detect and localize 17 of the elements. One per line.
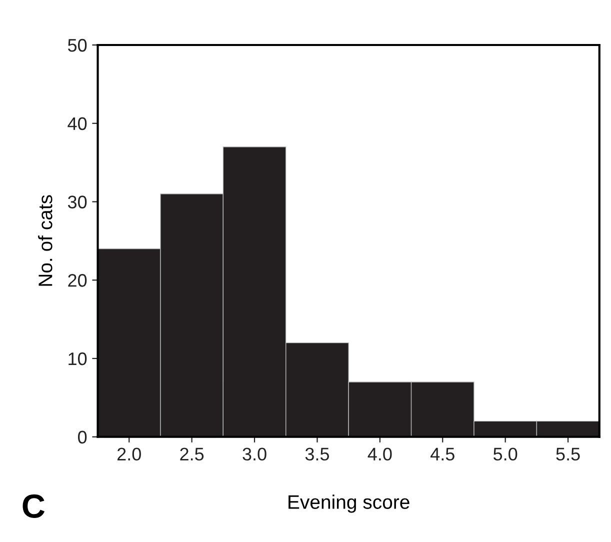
x-tick-label: 3.5: [305, 448, 330, 461]
y-axis-title: No. of cats: [38, 195, 52, 286]
x-tick-label: 5.5: [556, 448, 580, 461]
y-tick-label: 40: [68, 117, 87, 130]
y-tick-label: 30: [68, 196, 87, 208]
x-tick-label: 3.0: [242, 448, 266, 461]
y-tick-label: 10: [68, 352, 87, 366]
y-tick-label: 50: [68, 38, 87, 52]
y-tick-label: 0: [78, 430, 87, 444]
x-tick-label: 2.0: [117, 448, 141, 461]
y-tick-label: 20: [68, 274, 87, 287]
x-tick-label: 2.5: [180, 448, 204, 461]
x-tick-label: 4.5: [430, 448, 454, 461]
x-tick-label: 5.0: [494, 448, 518, 461]
x-tick-label: 4.0: [368, 448, 392, 461]
text: C: [22, 494, 45, 518]
x-axis-title: Evening score: [288, 494, 410, 513]
